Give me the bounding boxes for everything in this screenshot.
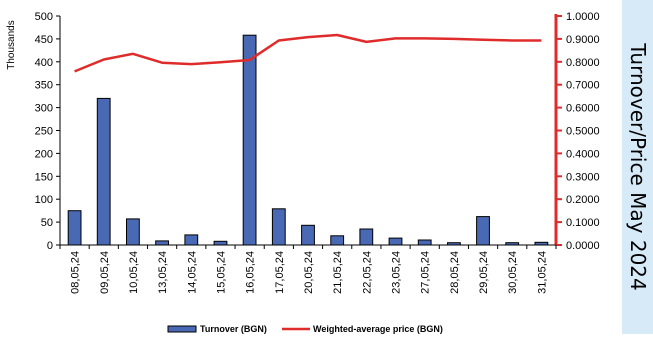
bar-16,05,24 [242, 34, 257, 246]
x-tick-label: 13,05,24 [157, 251, 169, 294]
x-tick-label: 15,05,24 [215, 251, 227, 294]
side-title: Turnover/Price May 2024 [625, 43, 650, 291]
right-tick-label: 0.3000 [566, 171, 600, 183]
bar-09,05,24 [96, 97, 111, 246]
x-tick-label: 09,05,24 [99, 251, 111, 294]
bar-20,05,24 [301, 224, 315, 246]
left-tick-label: 250 [35, 126, 53, 138]
left-y-axis: 0 50 100 150 200 250 300 350 400 450 500 [35, 11, 61, 252]
left-tick-label: 400 [35, 57, 53, 69]
bar-27,05,24 [417, 239, 432, 246]
right-tick-label: 1.0000 [566, 11, 600, 23]
x-tick-label: 08,05,24 [70, 251, 82, 294]
bar-22,05,24 [359, 228, 374, 246]
x-tick-label: 20,05,24 [303, 251, 315, 294]
bar-10,05,24 [126, 218, 140, 246]
legend-turnover-swatch [167, 325, 197, 333]
left-tick-label: 150 [35, 171, 53, 183]
bar-14,05,24 [184, 234, 199, 246]
x-tick-label: 16,05,24 [245, 251, 257, 294]
y-axis-title: Thousands [6, 20, 17, 69]
right-tick-label: 0.5000 [566, 126, 600, 138]
legend: Turnover (BGN) Weighted-average price (B… [167, 324, 443, 334]
x-tick-label: 23,05,24 [391, 251, 403, 294]
left-tick-label: 500 [35, 11, 53, 23]
bar-23,05,24 [388, 237, 403, 246]
bar-13,05,24 [155, 240, 169, 246]
left-tick-label: 300 [35, 103, 53, 115]
bars-layer [67, 34, 549, 246]
x-tick-label: 29,05,24 [478, 251, 490, 294]
bar-17,05,24 [271, 208, 286, 246]
x-tick-label: 14,05,24 [186, 251, 198, 294]
x-tick-label: 21,05,24 [332, 251, 344, 294]
right-y-axis: 0.0000 0.1000 0.2000 0.3000 0.4000 0.5000 0.60… [554, 11, 600, 252]
x-tick-label: 30,05,24 [507, 251, 519, 294]
right-tick-label: 0.7000 [566, 80, 600, 92]
left-tick-label: 350 [35, 80, 53, 92]
price-line [74, 33, 542, 73]
x-tick-label: 22,05,24 [361, 251, 373, 294]
bar-21,05,24 [330, 235, 345, 246]
legend-turnover-label: Turnover (BGN) [200, 324, 267, 334]
x-tick-label: 17,05,24 [274, 251, 286, 294]
bar-29,05,24 [476, 216, 490, 246]
bar-15,05,24 [213, 240, 228, 246]
left-tick-label: 450 [35, 34, 53, 46]
price-line-layer [74, 33, 542, 73]
x-tick-label: 31,05,24 [536, 251, 548, 294]
right-tick-label: 0.9000 [566, 34, 600, 46]
right-tick-label: 0.4000 [566, 148, 600, 160]
x-axis: 08,05,24 09,05,24 10,05,24 13,05,24 14,05,24… [59, 244, 557, 294]
left-tick-label: 50 [41, 217, 53, 229]
right-tick-label: 0.1000 [566, 217, 600, 229]
legend-price-label: Weighted-average price (BGN) [313, 324, 443, 334]
x-tick-label: 27,05,24 [420, 251, 432, 294]
side-title-panel: Turnover/Price May 2024 [622, 0, 653, 334]
x-tick-label: 10,05,24 [128, 251, 140, 294]
right-tick-label: 0.0000 [566, 240, 600, 252]
right-tick-label: 0.8000 [566, 57, 600, 69]
right-tick-label: 0.2000 [566, 194, 600, 206]
left-tick-label: 0 [47, 240, 53, 252]
right-tick-label: 0.6000 [566, 103, 600, 115]
bar-08,05,24 [67, 210, 82, 246]
turnover-price-chart: 0 50 100 150 200 250 300 350 400 450 500 0.0000 0.1… [6, 11, 600, 334]
x-tick-label: 28,05,24 [449, 251, 461, 294]
left-tick-label: 100 [35, 194, 53, 206]
left-tick-label: 200 [35, 148, 53, 160]
